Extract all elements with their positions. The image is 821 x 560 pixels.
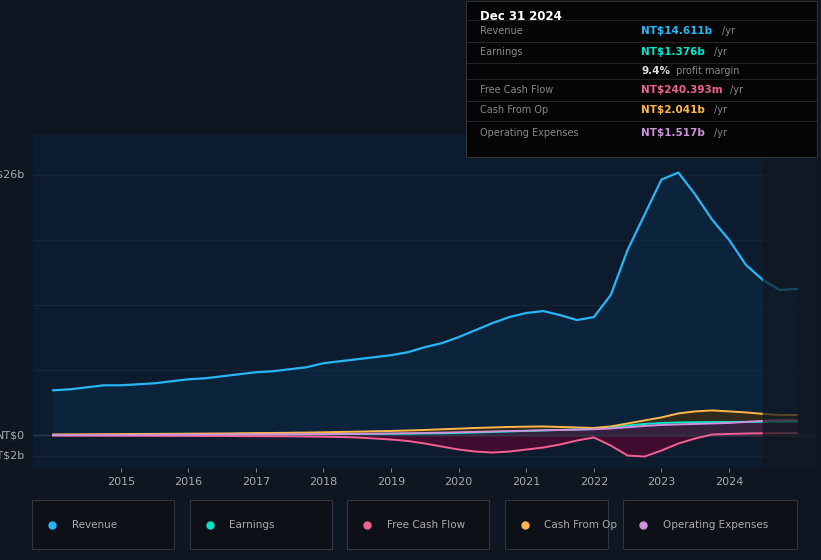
Text: Earnings: Earnings xyxy=(479,48,522,58)
Text: Revenue: Revenue xyxy=(71,520,117,530)
Text: Cash From Op: Cash From Op xyxy=(479,105,548,115)
FancyBboxPatch shape xyxy=(623,500,796,549)
Text: Operating Expenses: Operating Expenses xyxy=(663,520,768,530)
Text: /yr: /yr xyxy=(714,128,727,138)
Text: /yr: /yr xyxy=(730,85,743,95)
Text: -NT$2b: -NT$2b xyxy=(0,451,25,460)
Text: NT$240.393m: NT$240.393m xyxy=(641,85,722,95)
Text: profit margin: profit margin xyxy=(676,66,739,76)
Text: NT$1.376b: NT$1.376b xyxy=(641,48,705,58)
Text: /yr: /yr xyxy=(714,105,727,115)
Text: Cash From Op: Cash From Op xyxy=(544,520,617,530)
FancyBboxPatch shape xyxy=(32,500,174,549)
Text: Revenue: Revenue xyxy=(479,26,522,36)
Text: NT$2.041b: NT$2.041b xyxy=(641,105,705,115)
Text: Earnings: Earnings xyxy=(229,520,275,530)
FancyBboxPatch shape xyxy=(347,500,489,549)
FancyBboxPatch shape xyxy=(505,500,608,549)
FancyBboxPatch shape xyxy=(190,500,332,549)
Text: Operating Expenses: Operating Expenses xyxy=(479,128,578,138)
Text: NT$1.517b: NT$1.517b xyxy=(641,128,705,138)
Text: Free Cash Flow: Free Cash Flow xyxy=(479,85,553,95)
Text: /yr: /yr xyxy=(722,26,735,36)
Text: NT$26b: NT$26b xyxy=(0,170,25,180)
Bar xyxy=(763,134,817,468)
Text: NT$0: NT$0 xyxy=(0,431,25,441)
Text: 9.4%: 9.4% xyxy=(641,66,670,76)
Text: NT$14.611b: NT$14.611b xyxy=(641,26,713,36)
Text: /yr: /yr xyxy=(714,48,727,58)
Text: Free Cash Flow: Free Cash Flow xyxy=(387,520,465,530)
Text: Dec 31 2024: Dec 31 2024 xyxy=(479,10,562,23)
